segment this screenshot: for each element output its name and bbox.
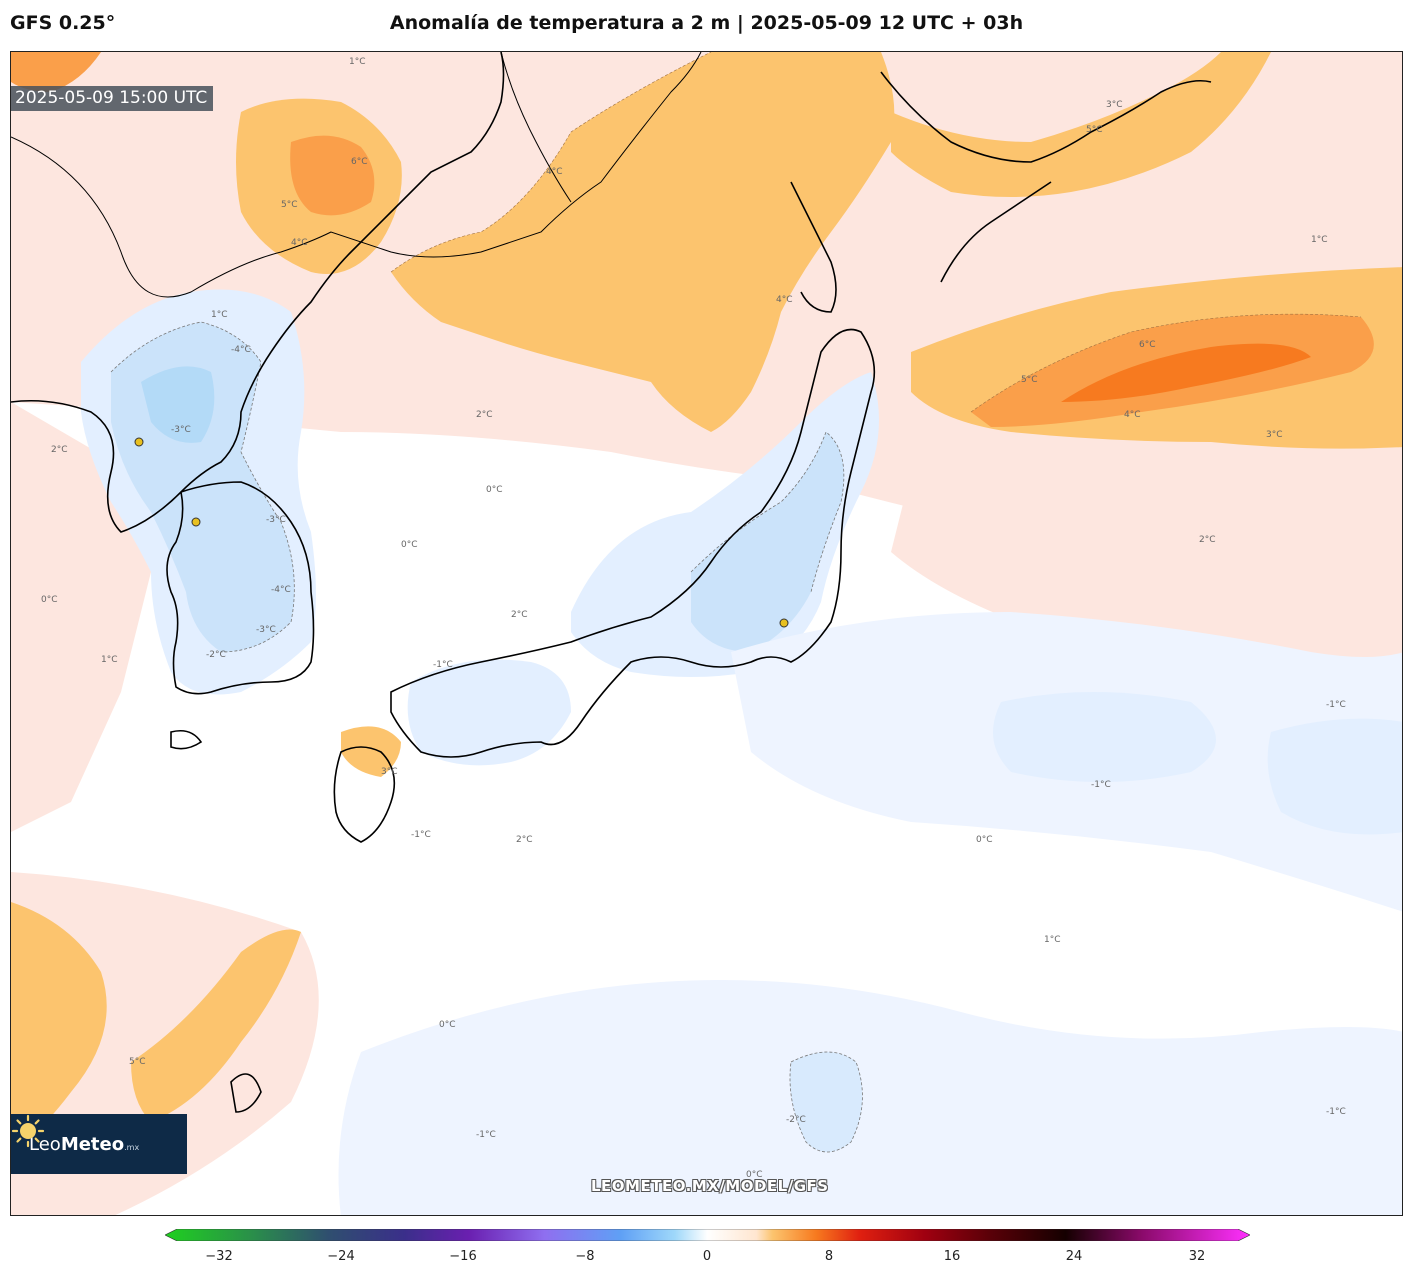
coastlines — [11, 52, 1212, 1113]
colorbar-tick: −32 — [205, 1249, 233, 1264]
contour-label: 0°C — [401, 540, 418, 550]
contour-warm-manchuria — [390, 52, 712, 273]
contour-label: -1°C — [476, 1130, 496, 1140]
contour-cold-korea — [110, 321, 295, 653]
cold-pocket-far-east — [1267, 718, 1402, 835]
contour-label: -3°C — [171, 425, 191, 435]
colorbar-tick: 16 — [943, 1249, 961, 1264]
contour-label: 1°C — [211, 310, 228, 320]
warm-core-northwest — [290, 135, 375, 216]
contour-label: 6°C — [351, 157, 368, 167]
leometeo-logo: LeoMeteo.mx — [11, 1114, 187, 1174]
warm-anomaly-corner — [11, 52, 101, 92]
source-watermark: LEOMETEO.MX/MODEL/GFS — [591, 1177, 829, 1195]
contour-label: 2°C — [476, 410, 493, 420]
colorbar-tick: 32 — [1188, 1249, 1206, 1264]
contour-label: -2°C — [786, 1115, 806, 1125]
contour-label: 0°C — [486, 485, 503, 495]
colorbar-tick: 0 — [702, 1249, 712, 1264]
contour-label: 5°C — [1021, 375, 1038, 385]
contour-label: 3°C — [381, 767, 398, 777]
contour-label: 6°C — [1139, 340, 1156, 350]
contour-label: -3°C — [256, 625, 276, 635]
valid-time-badge: 2025-05-09 15:00 UTC — [11, 86, 214, 111]
warm-anomaly-south-china — [11, 902, 107, 1152]
contour-warm-pacific — [970, 313, 1362, 413]
warm-band-east — [891, 472, 1402, 679]
model-label: GFS 0.25° — [10, 12, 116, 34]
warm-anomaly-siberia — [891, 52, 1271, 197]
contour-label: -4°C — [231, 345, 251, 355]
contour-label: -1°C — [433, 660, 453, 670]
contour-label: 2°C — [516, 835, 533, 845]
warm-anomaly-kyushu — [341, 726, 401, 777]
logo-wordmark: LeoMeteo.mx — [29, 1133, 140, 1155]
contour-label: -1°C — [1091, 780, 1111, 790]
contour-label: 0°C — [439, 1020, 456, 1030]
warm-peak-pacific — [1061, 343, 1311, 402]
contour-label: -1°C — [1326, 1107, 1346, 1117]
contour-label: -2°C — [206, 650, 226, 660]
city-marker-pyongyang — [134, 437, 144, 447]
city-marker-seoul — [191, 517, 201, 527]
contour-label: 3°C — [1266, 430, 1283, 440]
cold-band-south — [338, 980, 1402, 1215]
contour-cold-honshu — [690, 431, 845, 593]
contour-label: 1°C — [1044, 935, 1061, 945]
colorbar — [165, 1229, 1250, 1241]
warm-anomaly-manchuria — [391, 52, 895, 432]
contour-label: 5°C — [1086, 125, 1103, 135]
contour-label: 1°C — [1311, 235, 1328, 245]
contour-label: 1°C — [101, 655, 118, 665]
contour-label: 0°C — [746, 1170, 763, 1180]
anomaly-map: -4°C -3°C 1°C -3°C -4°C -3°C -2°C 0°C 0°… — [11, 52, 1402, 1215]
contour-label: 5°C — [281, 200, 298, 210]
contour-cold-south — [789, 1051, 863, 1153]
contour-label: 0°C — [976, 835, 993, 845]
colorbar-tick: −24 — [327, 1249, 355, 1264]
country-borders — [11, 52, 702, 298]
cold-pocket-east — [993, 692, 1216, 782]
cold-peak-korea — [141, 366, 215, 443]
contour-label: -1°C — [411, 830, 431, 840]
colorbar-tick: 8 — [824, 1249, 834, 1264]
chart-title: Anomalía de temperatura a 2 m | 2025-05-… — [389, 12, 1024, 34]
contour-label: 2°C — [51, 445, 68, 455]
contour-label: 4°C — [291, 238, 308, 248]
contour-label: 4°C — [1124, 410, 1141, 420]
colorbar-tick: −16 — [449, 1249, 477, 1264]
contour-label: 2°C — [511, 610, 528, 620]
contour-label: 1°C — [349, 57, 366, 67]
contour-label: 3°C — [1106, 100, 1123, 110]
cold-anomaly-west-japan — [407, 659, 571, 766]
contour-label: -4°C — [271, 585, 291, 595]
warm-anomaly-taiwan-strait — [131, 929, 301, 1122]
colorbar-tick: −8 — [575, 1249, 595, 1264]
colorbar-tick: 24 — [1065, 1249, 1083, 1264]
contour-label: 4°C — [546, 167, 563, 177]
map-panel: -4°C -3°C 1°C -3°C -4°C -3°C -2°C 0°C 0°… — [10, 51, 1403, 1216]
contour-label: -1°C — [1326, 700, 1346, 710]
contour-label: 5°C — [129, 1057, 146, 1067]
contour-label: 0°C — [41, 595, 58, 605]
cold-pocket-south — [790, 1052, 863, 1152]
city-marker-tokyo — [779, 618, 789, 628]
contour-label: 2°C — [1199, 535, 1216, 545]
cold-core-honshu — [691, 432, 844, 652]
sun-icon — [11, 1114, 45, 1148]
contour-label: 4°C — [776, 295, 793, 305]
contour-label: -3°C — [266, 515, 286, 525]
